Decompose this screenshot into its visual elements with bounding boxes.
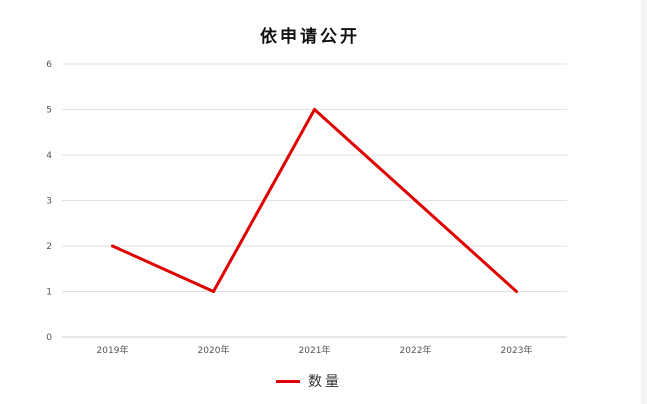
data-point (111, 244, 114, 248)
legend-label: 数量 (308, 374, 342, 390)
y-tick-label: 2 (46, 242, 52, 252)
data-point (212, 290, 215, 293)
y-tick-label: 1 (46, 288, 52, 298)
y-tick-label: 0 (46, 333, 52, 343)
y-tick-label: 6 (46, 60, 52, 70)
x-tick-label: 2020年 (198, 344, 230, 356)
x-tick-label: 2023年 (501, 344, 533, 356)
x-tick-label: 2019年 (97, 344, 129, 356)
y-tick-label: 4 (46, 151, 52, 161)
data-point (313, 108, 316, 111)
legend-swatch (276, 379, 300, 383)
data-point (414, 199, 417, 202)
chart-title: 依申请公开 (260, 27, 360, 47)
x-tick-label: 2022年 (400, 344, 432, 356)
y-tick-label: 3 (46, 197, 52, 207)
x-tick-label: 2021年 (299, 344, 331, 356)
y-tick-label: 5 (46, 106, 52, 116)
legend: 数量 (276, 371, 342, 391)
scroll-edge (641, 0, 647, 404)
data-point (515, 290, 518, 293)
